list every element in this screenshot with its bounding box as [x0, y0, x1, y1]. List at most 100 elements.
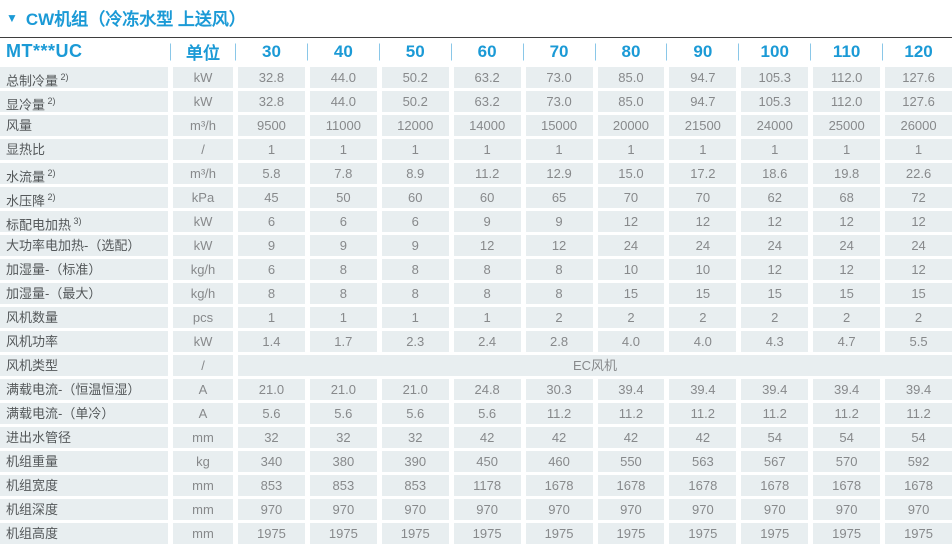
value-cell: 6 [238, 211, 305, 232]
value-cell: 42 [525, 427, 593, 448]
section-title: ▼ CW机组（冷冻水型 上送风） [0, 0, 952, 30]
value-cell: 1 [813, 139, 881, 160]
row-label: 满载电流-（恒温恒湿） [0, 379, 168, 400]
value-cell: 21500 [669, 115, 737, 136]
value-cell: 1975 [238, 523, 305, 544]
value-cell: 73.0 [525, 67, 593, 88]
value-cell: 563 [669, 451, 737, 472]
row-label: 风机类型 [0, 355, 168, 376]
value-cell: 24.8 [453, 379, 521, 400]
row-unit: m³/h [173, 115, 233, 136]
value-cell: 970 [669, 499, 737, 520]
row-unit: kW [173, 91, 233, 112]
col-header-capacity-110: 110 [813, 42, 880, 62]
col-header-capacity-80: 80 [598, 42, 665, 62]
row-unit: / [173, 139, 233, 160]
value-cell: 1 [381, 139, 449, 160]
value-cell: 970 [381, 499, 449, 520]
value-cell: 2 [813, 307, 881, 328]
value-cell: 12 [597, 211, 665, 232]
col-header-capacity-30: 30 [238, 42, 305, 62]
value-cell: 970 [885, 499, 952, 520]
value-cell: 1678 [813, 475, 881, 496]
value-cell: 45 [238, 187, 305, 208]
row-label: 风机数量 [0, 307, 168, 328]
row-label: 满载电流-（单冷） [0, 403, 168, 424]
value-cell: 62 [741, 187, 809, 208]
value-cell: 19.8 [813, 163, 881, 184]
value-cell: 21.0 [238, 379, 305, 400]
value-cell: 570 [813, 451, 881, 472]
value-cell: 65 [525, 187, 593, 208]
value-cell: 12 [813, 259, 881, 280]
triangle-down-icon: ▼ [6, 10, 18, 25]
row-unit: mm [173, 427, 233, 448]
value-cell: 1678 [525, 475, 593, 496]
value-cell: 9 [238, 235, 305, 256]
value-cell: 14000 [453, 115, 521, 136]
value-cell: 39.4 [813, 379, 881, 400]
row-unit: A [173, 379, 233, 400]
value-cell: 8 [453, 283, 521, 304]
value-cell: 390 [381, 451, 449, 472]
value-cell: 21.0 [381, 379, 449, 400]
value-cell: 127.6 [885, 67, 952, 88]
row-unit: kW [173, 331, 233, 352]
value-cell: 11.2 [885, 403, 952, 424]
row-label: 风机功率 [0, 331, 168, 352]
row-unit: kg/h [173, 259, 233, 280]
row-label: 机组宽度 [0, 475, 168, 496]
value-cell: 340 [238, 451, 305, 472]
footnote-ref: 3) [71, 216, 82, 226]
value-cell: 15000 [525, 115, 593, 136]
value-cell: 112.0 [813, 67, 881, 88]
value-cell: 8 [309, 259, 377, 280]
value-cell: 105.3 [741, 91, 809, 112]
value-cell: 11.2 [741, 403, 809, 424]
value-cell: 970 [597, 499, 665, 520]
value-cell: 32 [238, 427, 305, 448]
value-cell: 32.8 [238, 91, 305, 112]
value-cell: 15 [669, 283, 737, 304]
row-unit: kW [173, 211, 233, 232]
value-cell: 8 [381, 259, 449, 280]
value-cell: 1975 [525, 523, 593, 544]
value-cell: 70 [669, 187, 737, 208]
row-label: 机组深度 [0, 499, 168, 520]
value-cell: 2.8 [525, 331, 593, 352]
value-cell: 11.2 [525, 403, 593, 424]
row-label: 机组高度 [0, 523, 168, 544]
col-header-capacity-120: 120 [885, 42, 952, 62]
value-cell: 60 [453, 187, 521, 208]
footnote-ref: 2) [58, 72, 69, 82]
col-header-capacity-60: 60 [454, 42, 521, 62]
value-cell: 970 [525, 499, 593, 520]
value-cell: 592 [885, 451, 952, 472]
value-cell: 1975 [309, 523, 377, 544]
value-cell: 2.4 [453, 331, 521, 352]
value-cell: 39.4 [669, 379, 737, 400]
value-cell: 1.4 [238, 331, 305, 352]
value-cell: 853 [381, 475, 449, 496]
value-cell: 42 [597, 427, 665, 448]
row-label: 显热比 [0, 139, 168, 160]
value-cell: 12.9 [525, 163, 593, 184]
footnote-ref: 2) [45, 96, 56, 106]
value-cell: 39.4 [885, 379, 952, 400]
value-cell: 1 [741, 139, 809, 160]
value-cell: 1975 [885, 523, 952, 544]
value-cell: 550 [597, 451, 665, 472]
footnote-ref: 2) [45, 168, 56, 178]
value-cell: 22.6 [885, 163, 952, 184]
value-cell: 9500 [238, 115, 305, 136]
value-cell: 44.0 [309, 67, 377, 88]
value-cell: 5.6 [309, 403, 377, 424]
row-label: 显冷量 2) [0, 91, 168, 112]
value-cell: 11.2 [813, 403, 881, 424]
value-cell: 970 [741, 499, 809, 520]
value-cell: 1975 [381, 523, 449, 544]
col-header-capacity-50: 50 [382, 42, 449, 62]
value-cell: 4.0 [669, 331, 737, 352]
value-cell: 94.7 [669, 67, 737, 88]
value-cell: 970 [453, 499, 521, 520]
